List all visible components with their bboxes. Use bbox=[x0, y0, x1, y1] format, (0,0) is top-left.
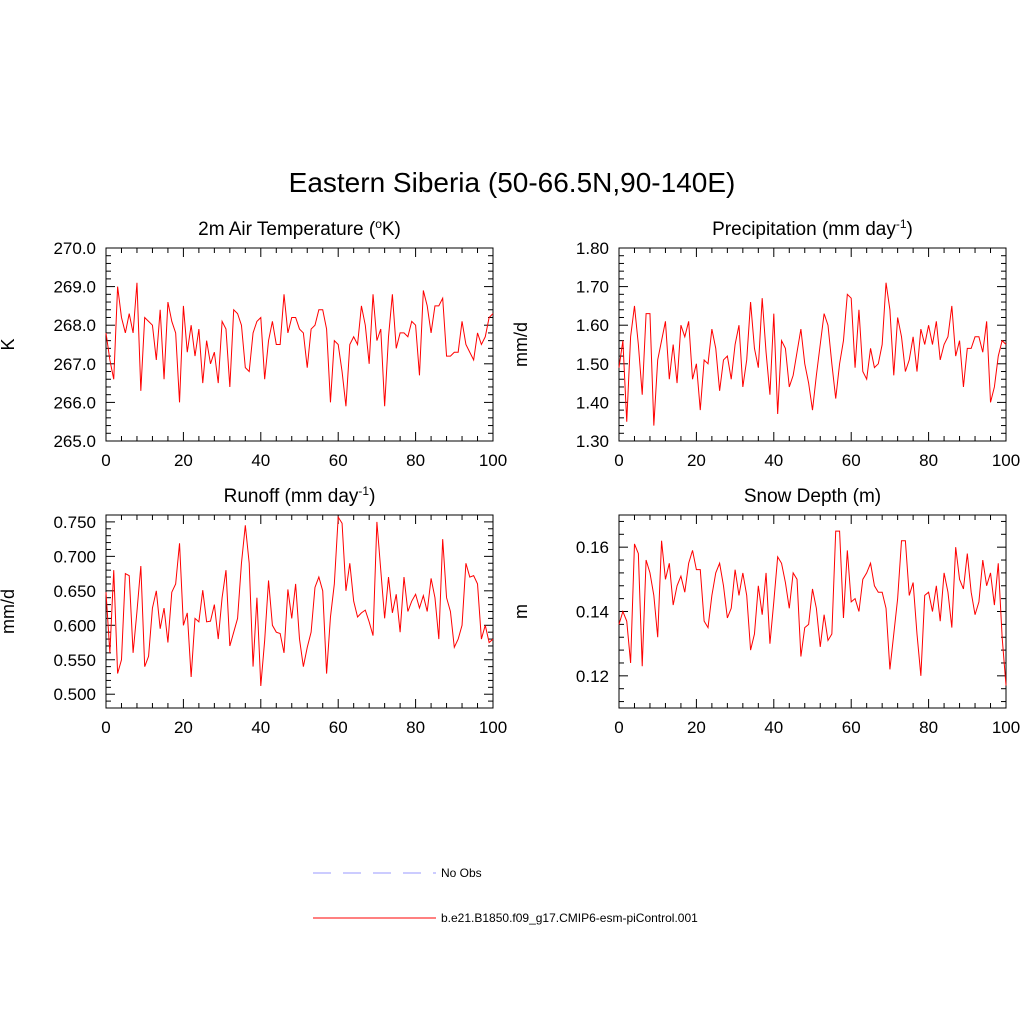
legend-label: No Obs bbox=[441, 866, 482, 880]
y-axis-label: K bbox=[0, 338, 18, 350]
panel-title: Snow Depth (m) bbox=[744, 486, 881, 507]
panel-air-temperature: 0 20 40 60 80 100 265.0 266.0 267.0 268.0 269.0 270… bbox=[0, 217, 507, 470]
series-line bbox=[618, 530, 1007, 686]
series-line bbox=[618, 282, 1007, 426]
x-tick-label: 80 bbox=[406, 451, 425, 470]
x-tick-label: 60 bbox=[329, 718, 348, 737]
y-axis-label: mm/d bbox=[511, 322, 531, 367]
y-tick-label: 0.600 bbox=[53, 616, 96, 635]
x-tick-label: 60 bbox=[842, 451, 861, 470]
panel-title: Runoff (mm day-1) bbox=[224, 484, 376, 507]
y-tick-label: 1.70 bbox=[576, 278, 609, 297]
y-tick-label: 268.0 bbox=[53, 316, 96, 335]
x-tick-label: 40 bbox=[764, 718, 783, 737]
x-tick-label: 80 bbox=[919, 451, 938, 470]
x-tick-label: 60 bbox=[329, 451, 348, 470]
y-axis-label: mm/d bbox=[0, 589, 18, 634]
y-tick-label: 1.80 bbox=[576, 239, 609, 258]
plot-frame bbox=[618, 514, 1007, 709]
panel-runoff: 0 20 40 60 80 100 0.500 0.550 0.600 0.650 0.700 0.7… bbox=[0, 484, 507, 737]
x-tick-label: 40 bbox=[251, 451, 270, 470]
x-tick-label: 40 bbox=[251, 718, 270, 737]
x-tick-label: 100 bbox=[479, 718, 507, 737]
panels-group: 0 20 40 60 80 100 265.0 266.0 267.0 268.0 269.0 270… bbox=[0, 217, 1020, 737]
series-line bbox=[105, 515, 494, 686]
y-tick-label: 265.0 bbox=[53, 432, 96, 451]
panel-precipitation: 0 20 40 60 80 100 1.30 1.40 1.50 1.60 1.70 1.80 mm/d… bbox=[511, 217, 1020, 470]
x-tick-label: 0 bbox=[101, 718, 110, 737]
x-tick-label: 60 bbox=[842, 718, 861, 737]
figure-title: Eastern Siberia (50-66.5N,90-140E) bbox=[289, 167, 736, 198]
y-axis-label: m bbox=[511, 604, 531, 619]
y-tick-label: 266.0 bbox=[53, 393, 96, 412]
x-tick-label: 0 bbox=[614, 451, 623, 470]
y-tick-label: 0.650 bbox=[53, 582, 96, 601]
y-tick-label: 1.60 bbox=[576, 316, 609, 335]
series-line bbox=[105, 282, 494, 407]
y-tick-label: 0.500 bbox=[53, 685, 96, 704]
x-tick-label: 0 bbox=[614, 718, 623, 737]
y-tick-label: 0.750 bbox=[53, 513, 96, 532]
plot-frame bbox=[105, 247, 494, 442]
x-tick-label: 100 bbox=[479, 451, 507, 470]
y-tick-label: 270.0 bbox=[53, 239, 96, 258]
y-tick-label: 1.50 bbox=[576, 355, 609, 374]
x-tick-label: 20 bbox=[687, 451, 706, 470]
panel-title: 2m Air Temperature (oK) bbox=[198, 217, 401, 240]
panel-title: Precipitation (mm day-1) bbox=[712, 217, 913, 240]
y-tick-label: 1.30 bbox=[576, 432, 609, 451]
legend-label: b.e21.B1850.f09_g17.CMIP6-esm-piControl.… bbox=[441, 911, 698, 925]
plot-frame bbox=[618, 247, 1007, 442]
y-tick-label: 0.700 bbox=[53, 547, 96, 566]
y-tick-label: 269.0 bbox=[53, 278, 96, 297]
x-tick-label: 0 bbox=[101, 451, 110, 470]
panel-snow-depth: 0 20 40 60 80 100 0.12 0.14 0.16 m Snow Depth (m) bbox=[511, 486, 1020, 737]
x-tick-label: 20 bbox=[174, 718, 193, 737]
x-tick-label: 100 bbox=[992, 718, 1020, 737]
y-tick-label: 267.0 bbox=[53, 355, 96, 374]
y-tick-label: 0.14 bbox=[576, 603, 609, 622]
x-tick-label: 80 bbox=[919, 718, 938, 737]
y-tick-label: 0.16 bbox=[576, 538, 609, 557]
x-tick-label: 40 bbox=[764, 451, 783, 470]
y-tick-label: 1.40 bbox=[576, 393, 609, 412]
x-tick-label: 80 bbox=[406, 718, 425, 737]
x-tick-label: 20 bbox=[687, 718, 706, 737]
x-tick-label: 20 bbox=[174, 451, 193, 470]
legend: No Obs b.e21.B1850.f09_g17.CMIP6-esm-piCo… bbox=[313, 866, 698, 925]
y-tick-label: 0.550 bbox=[53, 651, 96, 670]
y-tick-label: 0.12 bbox=[576, 667, 609, 686]
x-tick-label: 100 bbox=[992, 451, 1020, 470]
